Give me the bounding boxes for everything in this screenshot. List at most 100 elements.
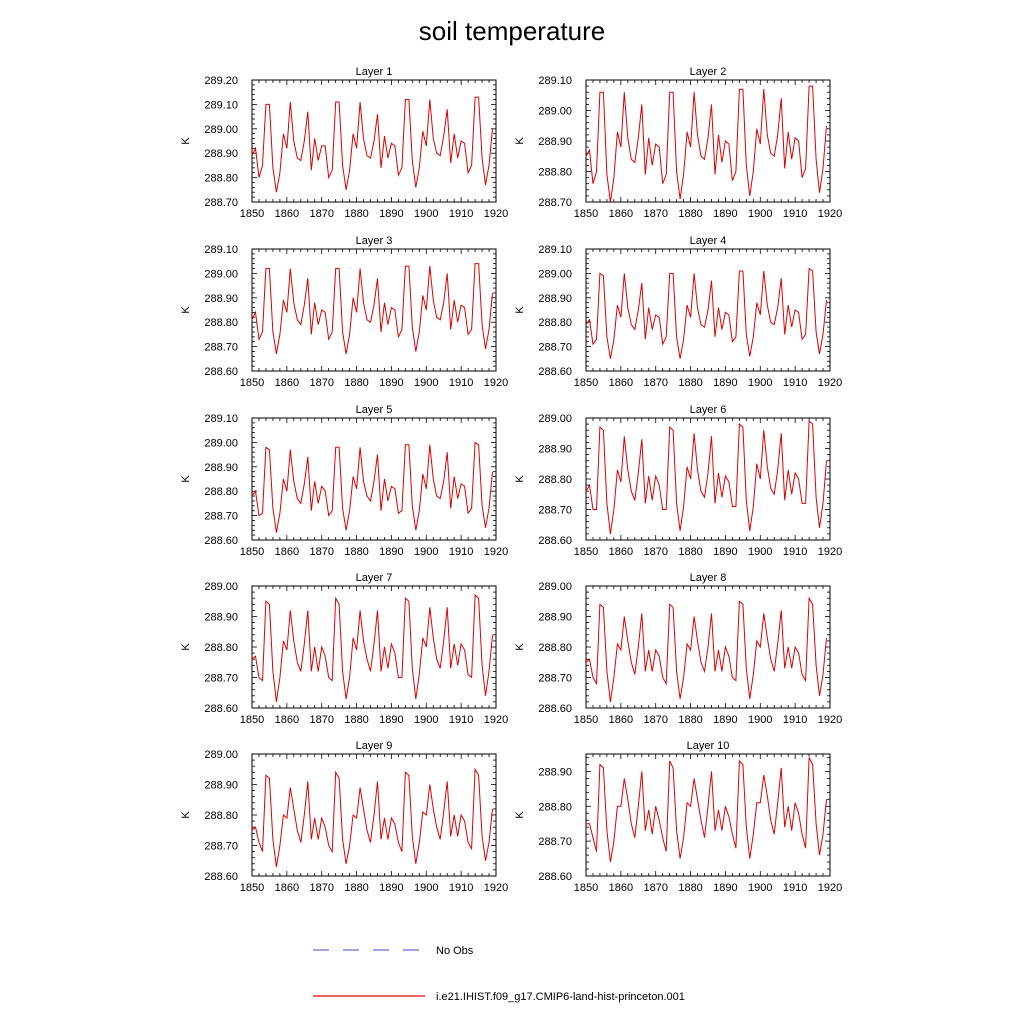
x-tick-label: 1860 [275,208,299,220]
panel-title: Layer 2 [690,66,727,78]
x-tick-label: 1880 [678,882,702,894]
x-tick-label: 1890 [713,714,737,726]
panels-group: Layer 1 K 1850 1860 1870 1880 1890 1900 1910 1920… [180,66,842,894]
series-line [251,263,493,354]
panel-title: Layer 3 [356,235,393,247]
chart-panel-8: Layer 8 K 1850 1860 1870 1880 1890 1900 1910 1920… [514,572,842,726]
x-tick-label: 1890 [713,208,737,220]
y-tick-label: 289.00 [538,268,572,280]
x-tick-label: 1890 [379,882,403,894]
chart-panel-7: Layer 7 K 1850 1860 1870 1880 1890 1900 1910 1920… [180,572,508,726]
y-tick-label: 288.60 [204,535,238,547]
y-axis-label: K [514,643,526,651]
panel-title: Layer 5 [356,404,393,416]
y-tick-label: 288.70 [538,836,572,848]
x-tick-label: 1920 [818,882,842,894]
x-tick-label: 1900 [748,882,772,894]
panel-title: Layer 6 [690,404,727,416]
panel-title: Layer 9 [356,740,393,752]
chart-panel-5: Layer 5 K 1850 1860 1870 1880 1890 1900 1910 1920… [180,404,508,558]
y-tick-label: 289.00 [538,413,572,425]
y-tick-label: 288.90 [538,444,572,456]
x-tick-label: 1880 [678,208,702,220]
x-tick-label: 1870 [309,714,333,726]
y-tick-label: 288.70 [204,841,238,853]
y-tick-label: 289.00 [204,437,238,449]
plot-frame [585,417,831,541]
x-tick-label: 1850 [574,208,598,220]
x-tick-label: 1910 [449,208,473,220]
x-tick-label: 1910 [783,208,807,220]
x-tick-label: 1870 [309,377,333,389]
chart-panel-4: Layer 4 K 1850 1860 1870 1880 1890 1900 1910 1920… [514,235,842,389]
x-tick-label: 1910 [449,377,473,389]
y-tick-label: 288.70 [204,197,238,209]
panel-title: Layer 4 [690,235,727,247]
x-tick-label: 1910 [449,714,473,726]
series-line [585,85,827,203]
x-tick-label: 1860 [275,882,299,894]
x-tick-label: 1910 [449,882,473,894]
x-tick-label: 1900 [414,208,438,220]
legend: No Obs i.e21.IHIST.f09_g17.CMIP6-land-hi… [313,945,685,1003]
y-axis-label: K [514,475,526,483]
y-tick-label: 288.80 [204,317,238,329]
x-tick-label: 1910 [449,546,473,558]
x-tick-label: 1920 [484,714,508,726]
x-tick-label: 1900 [414,546,438,558]
y-tick-label: 289.10 [204,244,238,256]
y-axis-label: K [180,475,192,483]
x-tick-label: 1850 [240,377,264,389]
x-tick-label: 1880 [344,377,368,389]
y-axis-label: K [180,137,192,145]
x-tick-label: 1860 [609,714,633,726]
x-tick-label: 1850 [240,208,264,220]
x-tick-label: 1870 [643,208,667,220]
y-tick-label: 288.70 [538,342,572,354]
y-tick-label: 288.60 [204,703,238,715]
plot-frame [585,248,831,372]
x-tick-label: 1850 [574,882,598,894]
x-tick-label: 1860 [275,377,299,389]
x-tick-label: 1890 [379,714,403,726]
panel-title: Layer 1 [356,66,393,78]
x-tick-label: 1920 [484,882,508,894]
x-tick-label: 1860 [609,208,633,220]
plot-frame [585,79,831,203]
x-tick-label: 1890 [713,377,737,389]
y-tick-label: 288.90 [204,293,238,305]
y-tick-label: 289.10 [538,244,572,256]
x-tick-label: 1890 [713,546,737,558]
y-tick-label: 288.70 [204,342,238,354]
x-tick-label: 1890 [713,882,737,894]
y-tick-label: 288.90 [538,136,572,148]
x-tick-label: 1920 [818,208,842,220]
x-tick-label: 1900 [414,714,438,726]
plot-frame [251,417,497,541]
x-tick-label: 1910 [783,377,807,389]
x-tick-label: 1900 [748,714,772,726]
chart-panel-9: Layer 9 K 1850 1860 1870 1880 1890 1900 1910 1920… [180,740,508,894]
x-tick-label: 1860 [609,377,633,389]
y-tick-label: 288.90 [538,293,572,305]
y-tick-label: 288.60 [204,366,238,378]
y-tick-label: 288.70 [538,505,572,517]
y-axis-label: K [514,306,526,314]
series-line [585,419,827,534]
y-tick-label: 289.00 [204,124,238,136]
x-tick-label: 1880 [344,546,368,558]
series-line [251,767,493,867]
x-tick-label: 1880 [344,882,368,894]
figure-title: soil temperature [419,16,605,46]
x-tick-label: 1860 [275,714,299,726]
y-tick-label: 288.80 [204,486,238,498]
x-tick-label: 1910 [783,546,807,558]
y-tick-label: 288.70 [538,673,572,685]
x-tick-label: 1850 [240,714,264,726]
chart-panel-3: Layer 3 K 1850 1860 1870 1880 1890 1900 1910 1920… [180,235,508,389]
plot-frame [585,753,831,877]
x-tick-label: 1870 [643,546,667,558]
y-tick-label: 289.00 [538,581,572,593]
y-tick-label: 288.90 [204,780,238,792]
